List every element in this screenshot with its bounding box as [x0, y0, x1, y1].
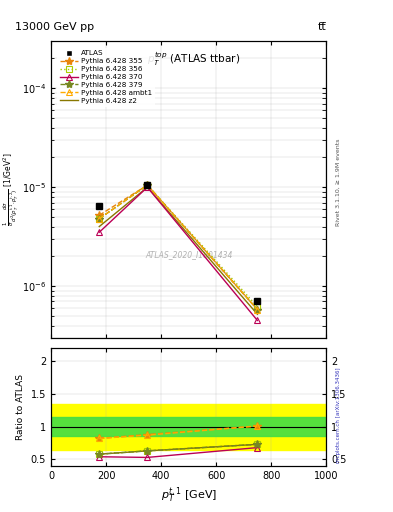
Text: 13000 GeV pp: 13000 GeV pp: [15, 22, 94, 32]
Pythia 6.428 ambt1: [145, 182, 150, 188]
Line: Pythia 6.428 355: Pythia 6.428 355: [95, 181, 262, 314]
Bar: [51, 404, 326, 450]
Text: ATLAS_2020_I1801434: ATLAS_2020_I1801434: [145, 250, 232, 259]
Pythia 6.428 356: [97, 216, 102, 222]
Line: Pythia 6.428 z2: Pythia 6.428 z2: [99, 187, 257, 314]
Pythia 6.428 356: [145, 182, 150, 188]
Pythia 6.428 370: [97, 229, 102, 236]
Pythia 6.428 370: [255, 317, 260, 324]
Text: $p_T^{top}$ (ATLAS ttbar): $p_T^{top}$ (ATLAS ttbar): [147, 50, 241, 68]
Pythia 6.428 355: [97, 212, 102, 218]
ATLAS: [255, 298, 260, 305]
Text: mcplots.cern.ch [arXiv:1306.3436]: mcplots.cern.ch [arXiv:1306.3436]: [336, 367, 341, 462]
Line: ATLAS: ATLAS: [96, 182, 260, 304]
X-axis label: $p_T^{t,1}$ [GeV]: $p_T^{t,1}$ [GeV]: [160, 486, 217, 506]
Pythia 6.428 379: [255, 307, 260, 313]
Bar: [51, 417, 326, 436]
ATLAS: [145, 182, 150, 188]
Line: Pythia 6.428 ambt1: Pythia 6.428 ambt1: [96, 182, 260, 312]
Pythia 6.428 355: [255, 307, 260, 313]
Line: Pythia 6.428 370: Pythia 6.428 370: [96, 184, 260, 323]
Pythia 6.428 ambt1: [255, 307, 260, 313]
Y-axis label: $\frac{1}{\sigma}\frac{d\sigma}{d^2(p_T^{t,1}{\cdot}p_T^{t,2})}$ [1/GeV$^2$]: $\frac{1}{\sigma}\frac{d\sigma}{d^2(p_T^…: [1, 153, 21, 226]
Legend: ATLAS, Pythia 6.428 355, Pythia 6.428 356, Pythia 6.428 370, Pythia 6.428 379, P: ATLAS, Pythia 6.428 355, Pythia 6.428 35…: [57, 48, 155, 106]
Pythia 6.428 z2: [145, 184, 150, 190]
Pythia 6.428 370: [145, 184, 150, 190]
Pythia 6.428 379: [97, 216, 102, 222]
Line: Pythia 6.428 379: Pythia 6.428 379: [95, 181, 262, 314]
ATLAS: [97, 203, 102, 209]
Text: tt̅: tt̅: [318, 22, 326, 32]
Pythia 6.428 ambt1: [97, 216, 102, 222]
Line: Pythia 6.428 356: Pythia 6.428 356: [96, 182, 260, 309]
Pythia 6.428 z2: [97, 224, 102, 230]
Y-axis label: Ratio to ATLAS: Ratio to ATLAS: [16, 374, 25, 440]
Pythia 6.428 355: [145, 182, 150, 188]
Text: Rivet 3.1.10, ≥ 1.9M events: Rivet 3.1.10, ≥ 1.9M events: [336, 138, 341, 225]
Pythia 6.428 z2: [255, 311, 260, 317]
Pythia 6.428 379: [145, 182, 150, 188]
Pythia 6.428 356: [255, 304, 260, 310]
